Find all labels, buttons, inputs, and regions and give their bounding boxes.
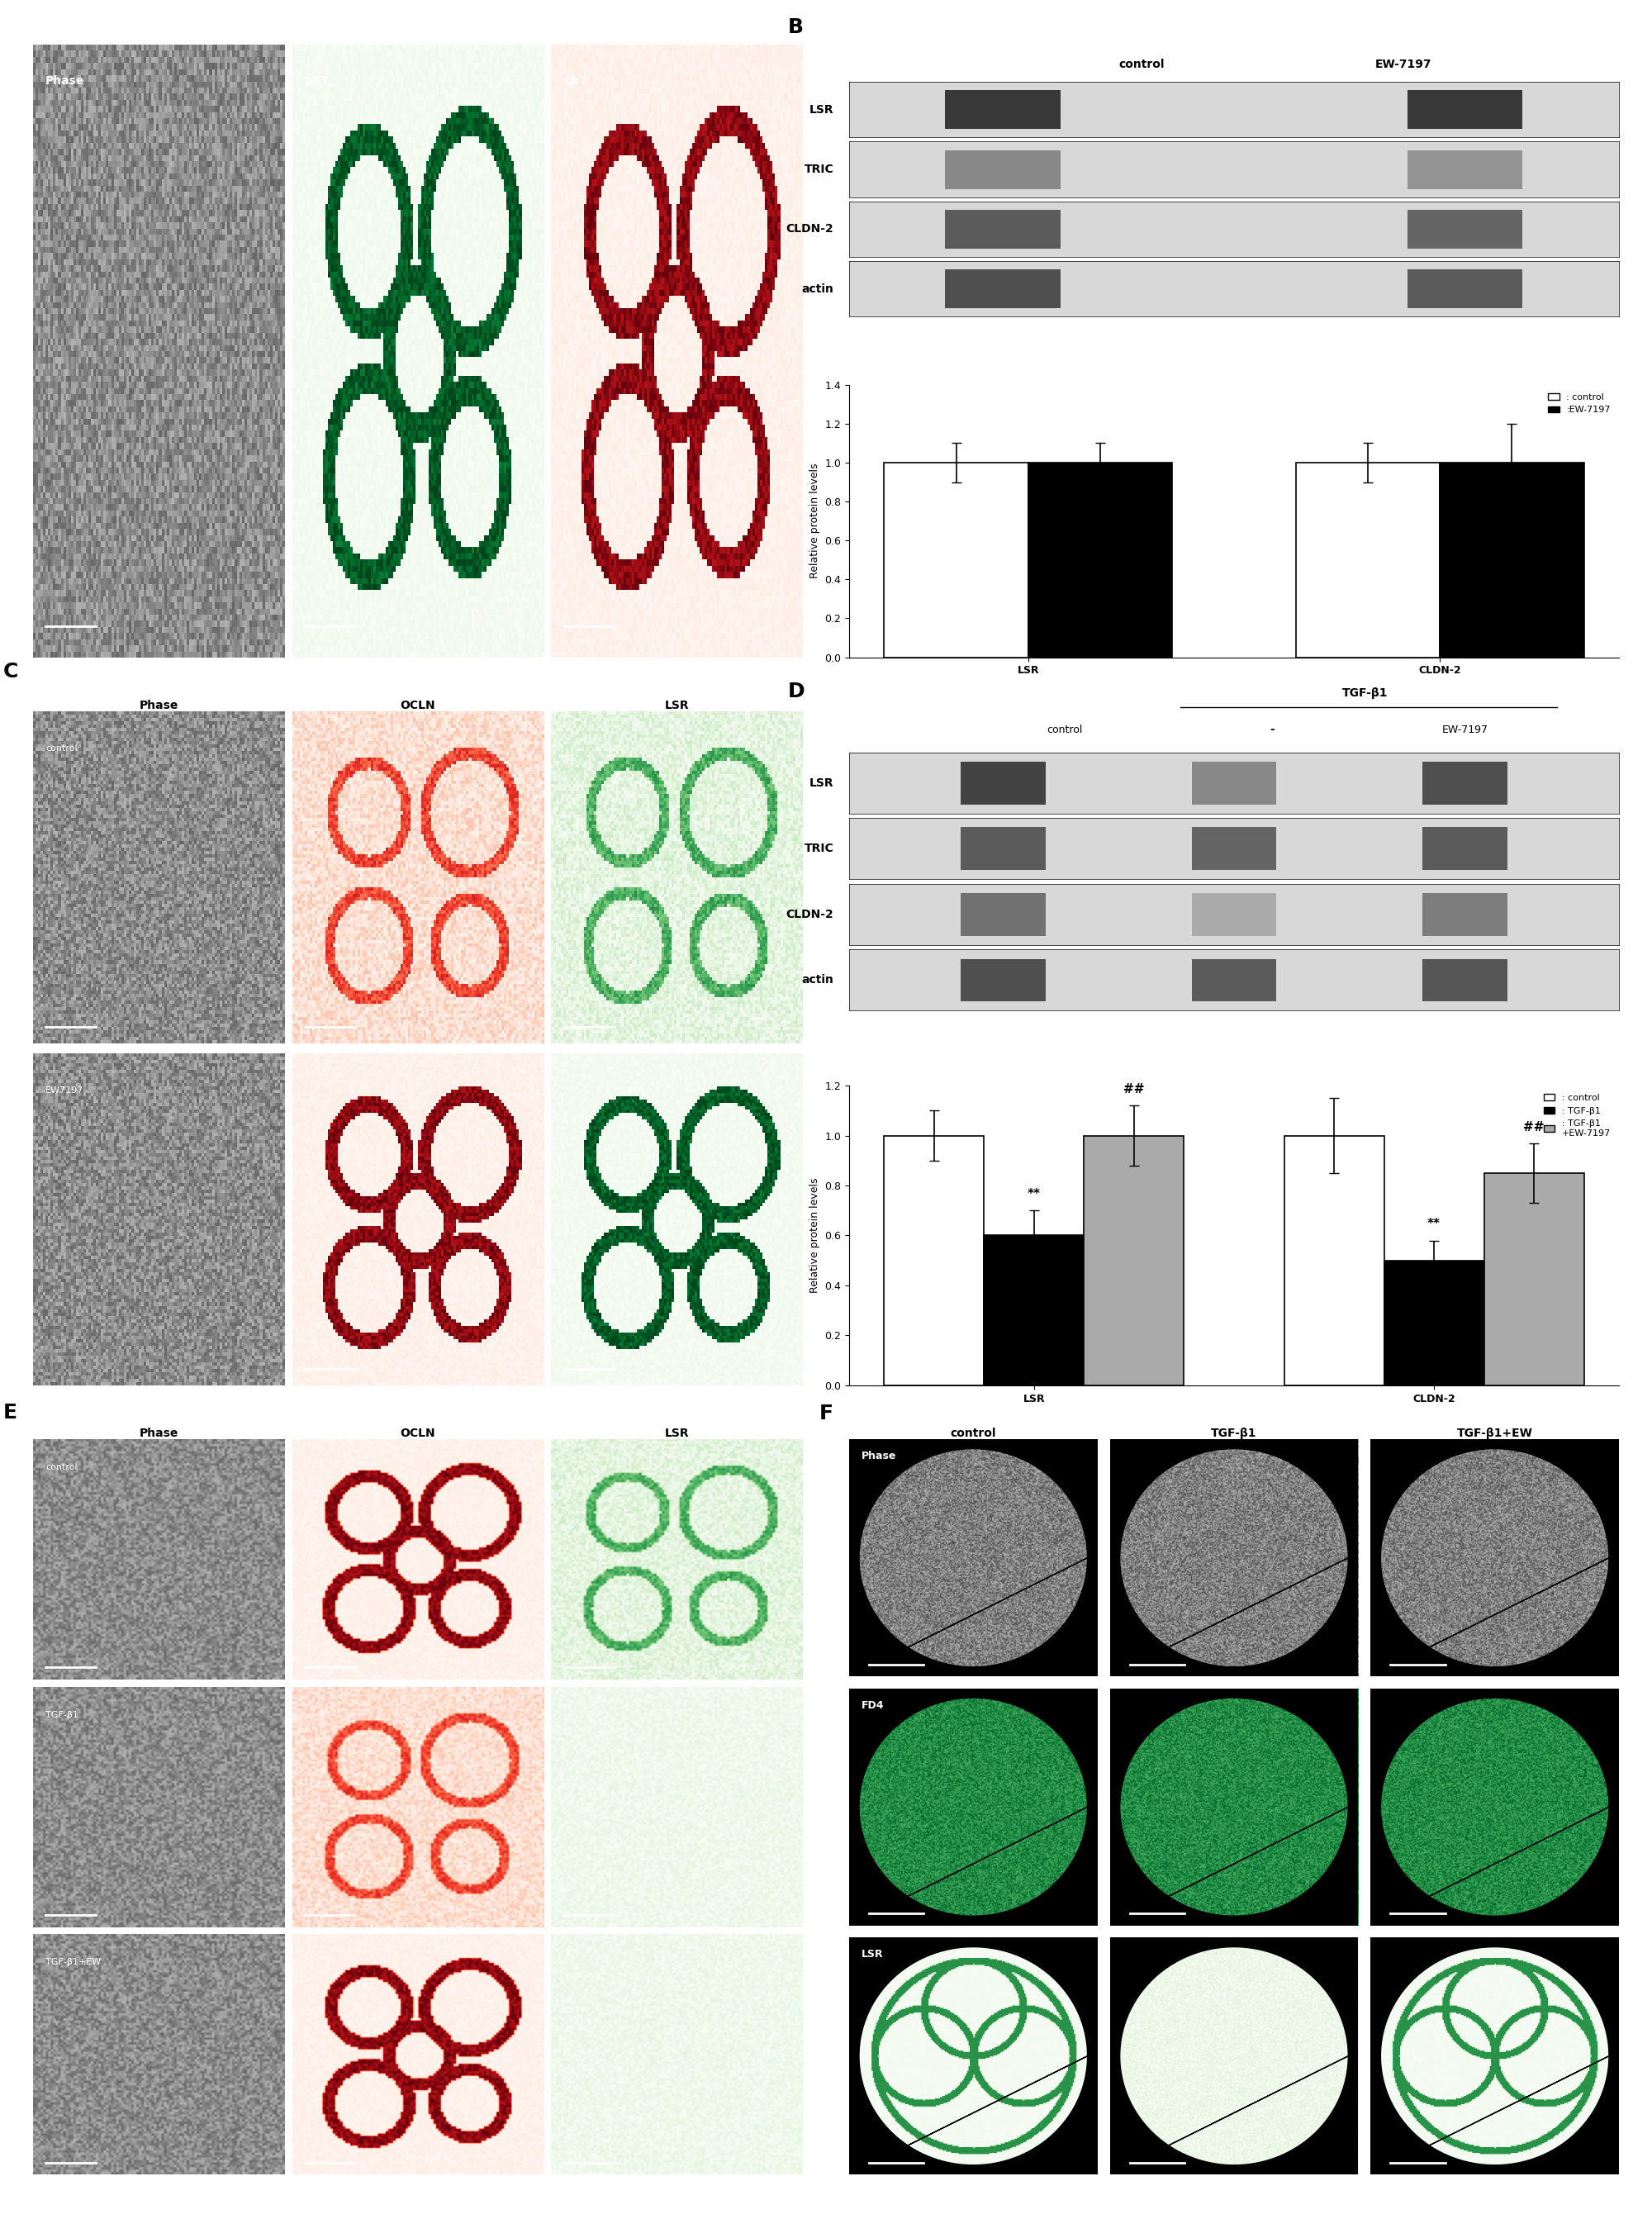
Title: TGF-β1: TGF-β1 xyxy=(1211,1427,1257,1440)
Text: control: control xyxy=(46,743,78,752)
Title: control: control xyxy=(950,1427,996,1440)
Bar xyxy=(1084,1136,1184,1385)
Bar xyxy=(1284,1136,1384,1385)
Text: control: control xyxy=(46,1462,78,1471)
Legend: : control, : TGF-β1, : TGF-β1
+EW-7197: : control, : TGF-β1, : TGF-β1 +EW-7197 xyxy=(1540,1090,1614,1141)
Bar xyxy=(884,1136,985,1385)
Title: TGF-β1+EW: TGF-β1+EW xyxy=(1457,1427,1533,1440)
Bar xyxy=(1384,1260,1483,1385)
FancyBboxPatch shape xyxy=(1408,211,1523,249)
FancyBboxPatch shape xyxy=(1422,892,1507,936)
FancyBboxPatch shape xyxy=(961,892,1046,936)
Text: **: ** xyxy=(1028,1187,1041,1200)
Title: Phase: Phase xyxy=(139,699,178,710)
Legend: : control, :EW-7197: : control, :EW-7197 xyxy=(1545,391,1614,417)
Text: C: C xyxy=(3,661,18,681)
FancyBboxPatch shape xyxy=(961,828,1046,870)
FancyBboxPatch shape xyxy=(945,211,1061,249)
FancyBboxPatch shape xyxy=(1408,268,1523,308)
FancyBboxPatch shape xyxy=(961,761,1046,805)
Title: Phase: Phase xyxy=(139,1427,178,1440)
Y-axis label: Relative protein levels: Relative protein levels xyxy=(809,1178,819,1294)
Text: F: F xyxy=(819,1405,833,1422)
Polygon shape xyxy=(1371,1689,1619,1926)
FancyBboxPatch shape xyxy=(1408,91,1523,129)
Text: TRIC: TRIC xyxy=(805,843,834,854)
Text: LSR: LSR xyxy=(809,104,834,115)
Text: Ck7: Ck7 xyxy=(563,75,588,87)
Text: p63: p63 xyxy=(304,75,329,87)
Bar xyxy=(1483,1174,1584,1385)
FancyBboxPatch shape xyxy=(1422,828,1507,870)
Polygon shape xyxy=(1371,1937,1619,2175)
Text: actin: actin xyxy=(801,284,834,295)
FancyBboxPatch shape xyxy=(945,151,1061,189)
Polygon shape xyxy=(1110,1689,1358,1926)
Polygon shape xyxy=(1110,1937,1358,2175)
Bar xyxy=(1441,464,1584,657)
Text: LSR: LSR xyxy=(861,1948,884,1959)
Text: ##: ## xyxy=(1123,1083,1145,1096)
Title: LSR: LSR xyxy=(664,1427,689,1440)
FancyBboxPatch shape xyxy=(945,268,1061,308)
Text: actin: actin xyxy=(801,974,834,985)
Title: LSR: LSR xyxy=(664,699,689,710)
Text: A: A xyxy=(3,0,18,2)
Text: TGF-β1+EW: TGF-β1+EW xyxy=(46,1959,101,1966)
Text: Phase: Phase xyxy=(861,1451,897,1462)
Title: OCLN: OCLN xyxy=(400,699,436,710)
FancyBboxPatch shape xyxy=(1191,959,1277,1001)
Text: Phase: Phase xyxy=(46,75,84,87)
Text: E: E xyxy=(3,1402,17,1422)
Y-axis label: Relative protein levels: Relative protein levels xyxy=(809,464,819,579)
Polygon shape xyxy=(1371,1440,1619,1675)
Text: **: ** xyxy=(1427,1218,1441,1232)
FancyBboxPatch shape xyxy=(1408,151,1523,189)
Polygon shape xyxy=(1110,1440,1358,1675)
Bar xyxy=(985,1236,1084,1385)
FancyBboxPatch shape xyxy=(1191,761,1277,805)
Text: FD4: FD4 xyxy=(861,1700,884,1711)
FancyBboxPatch shape xyxy=(1422,959,1507,1001)
Text: -: - xyxy=(1270,723,1275,734)
FancyBboxPatch shape xyxy=(1422,761,1507,805)
Text: CLDN-2: CLDN-2 xyxy=(786,908,834,921)
Polygon shape xyxy=(849,1440,1097,1675)
FancyBboxPatch shape xyxy=(961,959,1046,1001)
Bar xyxy=(1295,464,1441,657)
FancyBboxPatch shape xyxy=(1191,892,1277,936)
Bar xyxy=(1028,464,1173,657)
Text: TRIC: TRIC xyxy=(805,164,834,175)
Title: OCLN: OCLN xyxy=(400,1427,436,1440)
Text: D: D xyxy=(788,681,805,701)
Text: TGF-β1: TGF-β1 xyxy=(1341,688,1388,699)
Polygon shape xyxy=(849,1689,1097,1926)
Text: EW7197: EW7197 xyxy=(46,1087,84,1094)
Text: B: B xyxy=(788,18,803,38)
FancyBboxPatch shape xyxy=(1191,828,1277,870)
Polygon shape xyxy=(849,1937,1097,2175)
Text: EW-7197: EW-7197 xyxy=(1442,723,1488,734)
Text: control: control xyxy=(1047,723,1082,734)
Text: ##: ## xyxy=(1523,1121,1545,1134)
Text: TGF-β1: TGF-β1 xyxy=(46,1711,78,1720)
Text: control: control xyxy=(1118,58,1165,71)
Text: EW-7197: EW-7197 xyxy=(1374,58,1432,71)
Text: CLDN-2: CLDN-2 xyxy=(786,224,834,235)
FancyBboxPatch shape xyxy=(945,91,1061,129)
Bar xyxy=(884,464,1028,657)
Text: LSR: LSR xyxy=(809,777,834,788)
